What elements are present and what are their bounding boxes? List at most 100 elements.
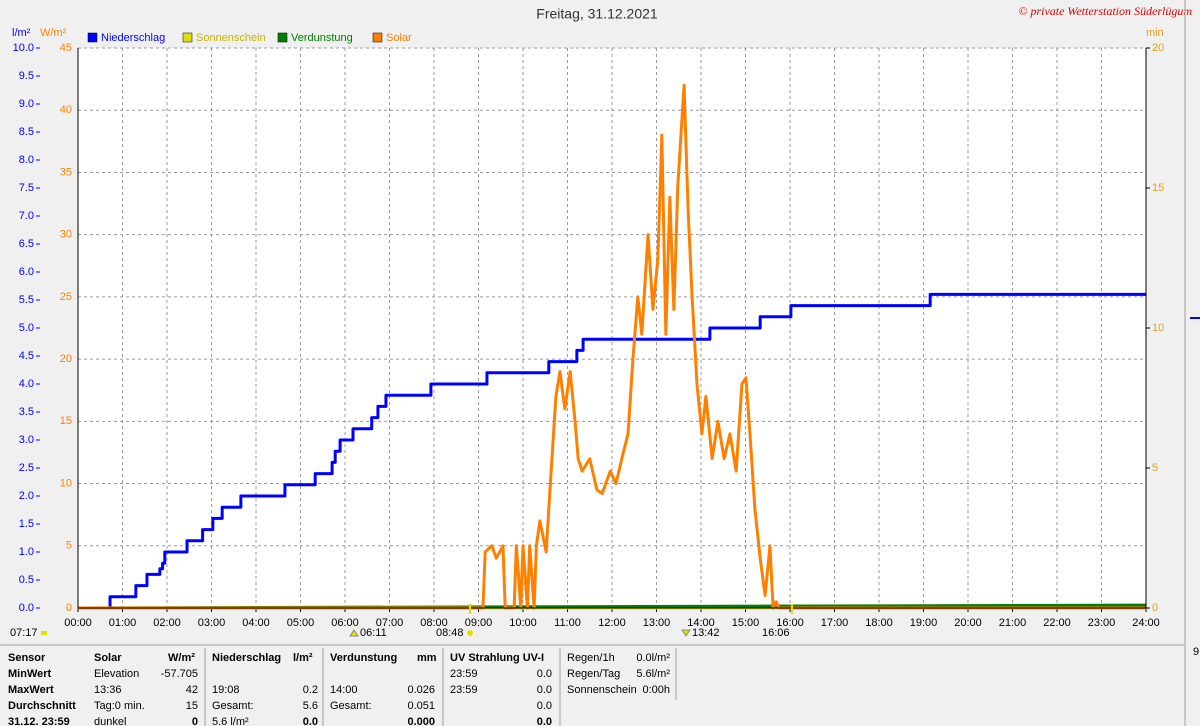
sun-marker [41, 631, 47, 635]
legend-label: Solar [386, 32, 412, 44]
y-tick-label: 8.5 [19, 126, 34, 138]
y2-tick-label: 5 [66, 540, 72, 552]
series-line [78, 83, 1146, 610]
stats-table: Sensor MinWert MaxWert Durchschnitt 31.12. 2… [8, 648, 677, 726]
y-tick-label: 4.0 [19, 378, 34, 390]
cell-label: 13:36 [94, 684, 122, 696]
sun-label: 13:42 [692, 627, 720, 639]
row-label: 31.12. 23:59 [8, 716, 70, 726]
y2-tick-label: 20 [60, 353, 72, 365]
extra-value: 0.0l/m² [636, 652, 670, 664]
y-tick-label: 4.5 [19, 350, 34, 362]
x-tick-label: 09:00 [465, 617, 493, 629]
y3-tick-label: 10 [1152, 322, 1164, 334]
group-header: Verdunstung [330, 652, 397, 664]
extra-value: 5.6l/m² [636, 668, 670, 680]
y-tick-label: 9.5 [19, 70, 34, 82]
cell-value: 15 [186, 700, 198, 712]
x-tick-label: 22:00 [1043, 617, 1071, 629]
group-header: UV Strahlung UV-I [450, 652, 544, 664]
legend-label: Niederschlag [101, 32, 165, 44]
extra-label: Sonnenschein [567, 684, 637, 696]
sun-marker [467, 630, 473, 636]
y-tick-label: 0.0 [19, 602, 34, 614]
cell-value: 0 [192, 716, 198, 726]
x-tick-label: 16:00 [776, 617, 804, 629]
x-tick-label: 02:00 [153, 617, 181, 629]
group-header: Solar [94, 652, 122, 664]
x-tick-label: 12:00 [598, 617, 626, 629]
cell-label: 23:59 [450, 684, 478, 696]
x-tick-label: 15:00 [732, 617, 760, 629]
series-line [78, 292, 1146, 610]
sun-label: 07:17 [10, 627, 38, 639]
x-tick-label: 05:00 [287, 617, 315, 629]
cell-value: -57.705 [161, 668, 198, 680]
y-tick-label: 6.5 [19, 238, 34, 250]
y2-tick-label: 10 [60, 477, 72, 489]
cell-value: 0.0 [537, 668, 552, 680]
sun-label: 16:06 [762, 627, 790, 639]
y3-axis-title: min [1146, 27, 1164, 39]
legend-label: Sonnenschein [196, 32, 266, 44]
x-tick-label: 14:00 [687, 617, 715, 629]
x-tick-label: 23:00 [1088, 617, 1116, 629]
x-tick-label: 24:00 [1132, 617, 1160, 629]
row-label: Durchschnitt [8, 700, 76, 712]
copyright: © private Wetterstation Süderlügum [1018, 4, 1192, 18]
cell-value: 0.0 [303, 716, 318, 726]
cell-label: Tag:0 min. [94, 700, 145, 712]
y-tick-label: 0.5 [19, 574, 34, 586]
sun-label: 08:48 [436, 627, 464, 639]
chart-title: Freitag, 31.12.2021 [536, 6, 658, 22]
legend-swatch [87, 32, 98, 43]
y-tick-label: 2.5 [19, 462, 34, 474]
cell-value: 0.000 [407, 716, 435, 726]
cell-value: 0.0 [537, 700, 552, 712]
cell-value: 42 [186, 684, 198, 696]
cell-value: 0.2 [303, 684, 318, 696]
y2-tick-label: 25 [60, 291, 72, 303]
y-axis-title: l/m² [12, 27, 31, 39]
cell-label: 23:59 [450, 668, 478, 680]
y-tick-label: 6.0 [19, 266, 34, 278]
y2-tick-label: 30 [60, 229, 72, 241]
y3-tick-label: 20 [1152, 42, 1164, 54]
row-label: MaxWert [8, 684, 54, 696]
y-tick-label: 5.5 [19, 294, 34, 306]
x-tick-label: 17:00 [821, 617, 849, 629]
y-tick-label: 2.0 [19, 490, 34, 502]
cell-value: 0.051 [407, 700, 435, 712]
plot-area [78, 48, 1146, 608]
cell-value: 5.6 [303, 700, 318, 712]
side-label: 9 [1193, 646, 1199, 658]
cell-label: dunkel [94, 716, 126, 726]
y2-tick-label: 40 [60, 104, 72, 116]
row-label: Sensor [8, 652, 46, 664]
y3-tick-label: 15 [1152, 182, 1164, 194]
x-tick-label: 19:00 [910, 617, 938, 629]
y2-tick-label: 0 [66, 602, 72, 614]
y2-axis-title: W/m² [40, 27, 67, 39]
x-tick-label: 04:00 [242, 617, 270, 629]
legend-swatch [182, 32, 193, 43]
y-tick-label: 10.0 [13, 42, 34, 54]
y-tick-label: 8.0 [19, 154, 34, 166]
y-tick-label: 1.5 [19, 518, 34, 530]
x-tick-label: 03:00 [198, 617, 226, 629]
cell-label: 19:08 [212, 684, 240, 696]
y2-tick-label: 45 [60, 42, 72, 54]
group-unit: mm [417, 652, 437, 664]
extra-label: Regen/1h [567, 652, 615, 664]
x-tick-label: 18:00 [865, 617, 893, 629]
x-tick-label: 00:00 [64, 617, 92, 629]
group-unit: l/m² [293, 652, 313, 664]
extra-value: 0:00h [642, 684, 670, 696]
y-tick-label: 5.0 [19, 322, 34, 334]
y2-tick-label: 15 [60, 415, 72, 427]
y-tick-label: 7.0 [19, 210, 34, 222]
cell-value: 0.0 [537, 684, 552, 696]
y-tick-label: 3.5 [19, 406, 34, 418]
cell-label: Gesamt: [330, 700, 372, 712]
